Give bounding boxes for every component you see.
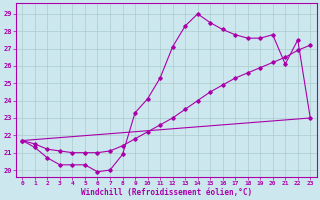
X-axis label: Windchill (Refroidissement éolien,°C): Windchill (Refroidissement éolien,°C)	[81, 188, 252, 197]
